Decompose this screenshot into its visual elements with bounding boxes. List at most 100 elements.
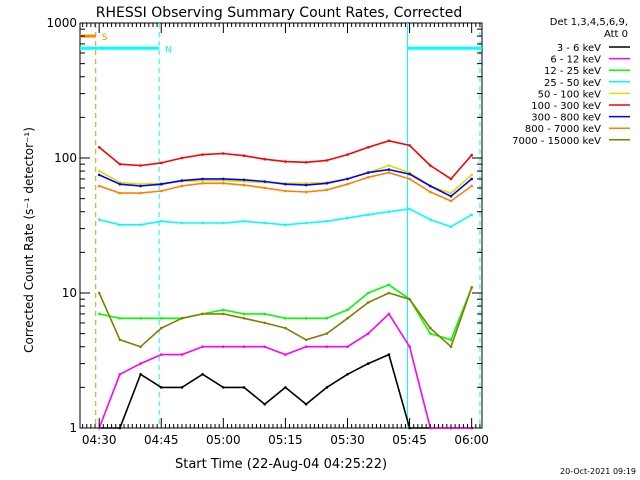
series-point-1-4: [180, 353, 184, 356]
series-point-0-5: [201, 373, 204, 376]
series-point-5-3: [160, 161, 163, 165]
series-point-5-11: [325, 159, 329, 162]
series-point-6-16: [429, 184, 432, 188]
series-point-0-2: [139, 373, 142, 376]
series-point-8-7: [242, 317, 246, 320]
series-point-8-5: [201, 312, 204, 316]
series-point-7-16: [429, 190, 432, 194]
vertical-markers-group: [95, 23, 481, 428]
series-point-0-11: [325, 386, 329, 389]
legend-label-2: 12 - 25 keV: [544, 66, 601, 77]
legend-label-7: 800 - 7000 keV: [525, 124, 601, 135]
series-point-1-6: [222, 345, 225, 349]
series-point-1-5: [201, 345, 204, 349]
series-point-6-13: [366, 171, 370, 174]
y-tick-label-1: 10: [62, 286, 77, 300]
series-point-3-6: [222, 221, 225, 225]
series-point-6-18: [470, 177, 474, 181]
series-point-2-0: [97, 312, 101, 316]
series-point-1-15: [408, 345, 411, 349]
series-point-0-6: [222, 386, 225, 389]
series-point-5-14: [387, 139, 391, 143]
legend-label-5: 100 - 300 keV: [531, 101, 601, 112]
series-point-3-9: [284, 223, 287, 227]
series-point-1-7: [242, 345, 246, 349]
series-point-5-6: [222, 152, 225, 155]
series-point-5-5: [201, 153, 204, 156]
series-point-5-17: [449, 177, 453, 181]
series-point-2-6: [222, 308, 225, 312]
series-point-6-15: [408, 172, 411, 176]
series-point-0-10: [304, 402, 308, 406]
series-point-5-8: [263, 157, 267, 161]
series-point-2-16: [429, 332, 432, 335]
legend-label-8: 7000 - 15000 keV: [512, 136, 601, 147]
series-point-7-15: [408, 177, 411, 181]
series-point-8-0: [97, 291, 101, 295]
series-point-5-1: [118, 162, 122, 166]
series-point-5-2: [139, 164, 142, 167]
series-point-8-14: [387, 291, 391, 295]
series-point-7-11: [325, 188, 329, 192]
series-point-2-10: [304, 317, 308, 320]
series-point-6-7: [242, 178, 246, 182]
series-point-7-2: [139, 191, 142, 195]
series-point-8-12: [346, 317, 349, 320]
series-point-6-0: [97, 173, 101, 177]
series-point-3-17: [449, 225, 453, 228]
series-point-8-4: [180, 317, 184, 320]
series-point-4-10: [304, 182, 308, 185]
x-tick-label-5: 05:45: [392, 433, 427, 447]
series-point-8-1: [118, 338, 122, 342]
flag-label-0: S: [102, 33, 108, 43]
series-point-8-13: [366, 301, 370, 304]
series-point-6-4: [180, 179, 184, 182]
x-tick-label-4: 05:30: [330, 433, 365, 447]
series-point-3-7: [242, 220, 246, 223]
series-point-3-14: [387, 210, 391, 213]
series-point-4-18: [470, 173, 474, 177]
series-point-8-2: [139, 345, 142, 349]
flag-label-1: N: [165, 45, 172, 55]
series-point-6-1: [118, 182, 122, 186]
series-point-2-1: [118, 317, 122, 320]
series-point-1-10: [304, 345, 308, 349]
series-point-0-13: [366, 362, 370, 365]
series-point-1-11: [325, 345, 329, 349]
chart-title: RHESSI Observing Summary Count Rates, Co…: [96, 5, 462, 21]
series-point-7-5: [201, 182, 204, 185]
series-point-6-11: [325, 182, 329, 185]
series-point-2-2: [139, 317, 142, 320]
series-point-2-12: [346, 308, 349, 312]
series-point-1-8: [263, 345, 267, 349]
series-point-5-16: [429, 164, 432, 167]
series-point-4-0: [97, 169, 101, 173]
series-point-4-17: [449, 191, 453, 195]
series-point-0-3: [160, 386, 163, 389]
series-point-7-8: [263, 186, 267, 190]
series-point-8-9: [284, 326, 287, 330]
series-point-7-14: [387, 171, 391, 174]
series-point-6-10: [304, 183, 308, 187]
series-point-8-17: [449, 345, 453, 349]
series-point-8-6: [222, 312, 225, 316]
series-point-2-7: [242, 312, 246, 316]
series-point-5-12: [346, 153, 349, 156]
series-point-7-1: [118, 191, 122, 195]
series-point-6-17: [449, 195, 453, 198]
series-point-5-7: [242, 154, 246, 157]
series-point-2-9: [284, 317, 287, 320]
series-point-0-12: [346, 373, 349, 376]
x-tick-label-2: 05:00: [206, 433, 241, 447]
x-tick-label-0: 04:30: [82, 433, 117, 447]
series-point-5-0: [97, 146, 101, 149]
series-point-5-13: [366, 146, 370, 149]
series-point-3-2: [139, 223, 142, 227]
series-point-2-11: [325, 317, 329, 320]
series-point-5-10: [304, 161, 308, 164]
series-point-8-8: [263, 321, 267, 325]
series-point-7-0: [97, 184, 101, 188]
legend-header-0: Det 1,3,4,5,6,9,: [550, 17, 628, 28]
